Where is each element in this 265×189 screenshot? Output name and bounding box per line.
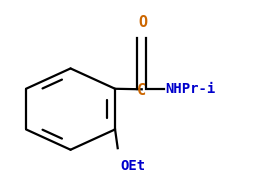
Text: C: C: [137, 83, 146, 98]
Text: OEt: OEt: [120, 159, 145, 173]
Text: NHPr-i: NHPr-i: [165, 82, 216, 96]
Text: O: O: [138, 15, 147, 30]
